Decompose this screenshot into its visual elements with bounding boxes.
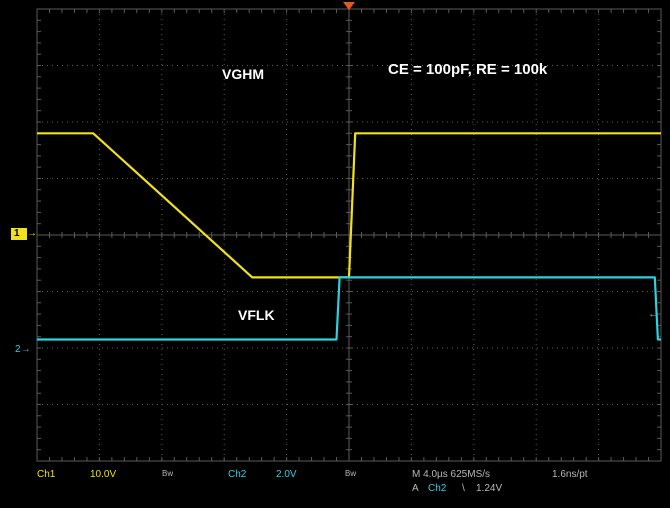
ch1-scale: 10.0V [90,469,117,480]
ch2-name: Ch2 [228,469,247,480]
vflk-trace [37,276,661,341]
trigger-slope-icon: \ [462,483,465,494]
ch2-marker-label: 2 [15,344,21,355]
ch1-marker-label: 1 [14,228,20,239]
ch1-ground-marker: 1 [11,228,27,240]
ch2-ground-marker: 2→ [15,344,31,356]
vflk-label: VFLK [238,307,275,323]
ch1-arrow-icon: → [27,228,37,239]
vghm-trace [37,132,661,279]
timebase: M 4.0µs 625MS/s [412,469,491,480]
ch1-name: Ch1 [37,469,56,480]
trigger-prefix: A [412,483,419,494]
ch2-scale: 2.0V [276,469,297,480]
trigger-level: 1.24V [476,483,503,494]
ch1-bw-icon: Bw [162,469,174,478]
trigger-position-marker [343,2,355,10]
ch2-bw-icon: Bw [345,469,357,478]
sample-interval: 1.6ns/pt [552,469,588,480]
params-label: CE = 100pF, RE = 100k [388,61,548,78]
trigger-source: Ch2 [428,483,447,494]
cursor-left-arrow-icon: ← [648,308,659,320]
vghm-label: VGHM [222,66,264,82]
ch2-arrow-icon: → [20,344,31,355]
